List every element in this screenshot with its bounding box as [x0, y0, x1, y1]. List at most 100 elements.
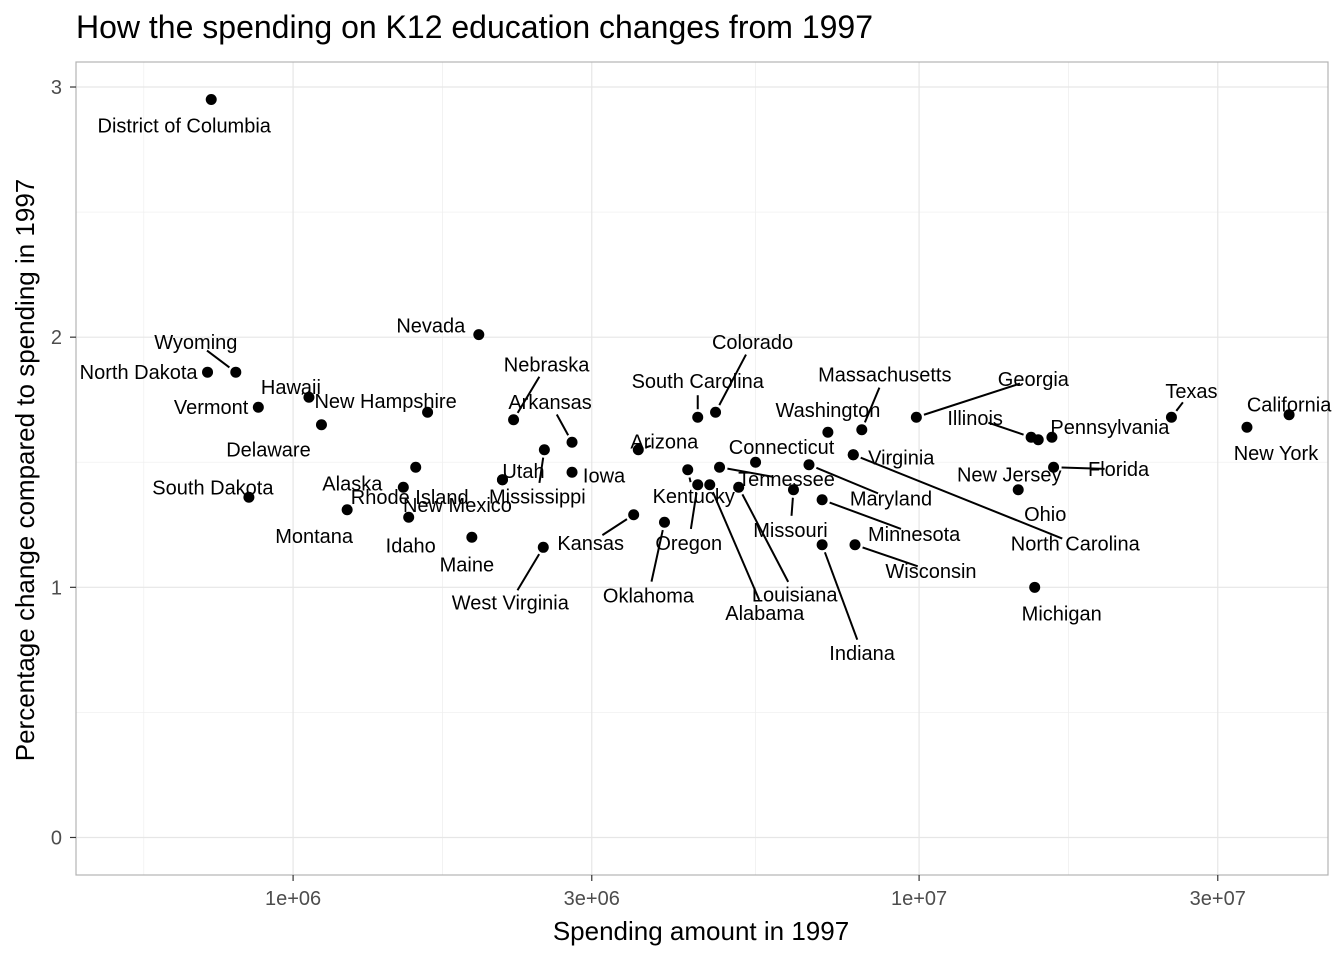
leader-tennessee: [727, 467, 773, 478]
x-tick-label: 1e+06: [265, 888, 321, 910]
point-south-dakota: [243, 491, 255, 503]
label-north-carolina: North Carolina: [1011, 534, 1141, 556]
point-north-carolina: [847, 449, 859, 461]
point-new-hampshire: [422, 406, 434, 418]
point-oregon: [692, 479, 704, 491]
label-montana: Montana: [275, 526, 354, 548]
label-alaska: Alaska: [322, 473, 383, 495]
label-wyoming: Wyoming: [154, 332, 237, 354]
point-labels: District of Columbia Wyoming North Dakota H…: [80, 116, 1333, 665]
point-florida: [1048, 461, 1060, 473]
y-tick-label: 1: [51, 577, 62, 599]
point-maine: [466, 531, 478, 543]
point-pennsylvania: [1046, 431, 1058, 443]
label-louisiana: Louisiana: [752, 584, 839, 606]
leader-nebraska: [516, 376, 541, 414]
point-missouri: [787, 484, 799, 496]
leader-maryland: [815, 466, 879, 495]
leader-arkansas: [555, 414, 570, 436]
leader-georgia: [923, 382, 1021, 416]
leader-texas: [1175, 401, 1184, 412]
label-new-york: New York: [1234, 443, 1319, 465]
point-new-york: [1241, 421, 1253, 433]
leader-indiana: [823, 551, 859, 641]
leader-florida: [1061, 466, 1105, 470]
point-indiana: [816, 539, 828, 551]
label-illinois: Illinois: [947, 408, 1003, 430]
point-south-carolina: [692, 411, 704, 423]
x-tick-label: 3e+07: [1190, 888, 1246, 910]
label-west-virginia: West Virginia: [452, 592, 570, 614]
leader-kansas: [601, 518, 628, 536]
label-rhode-island: Rhode Island: [351, 487, 469, 509]
leader-massachusetts: [863, 387, 881, 423]
label-missouri: Missouri: [753, 520, 827, 542]
point-wisconsin: [849, 539, 861, 551]
label-michigan: Michigan: [1022, 603, 1102, 625]
leader-kentucky: [688, 477, 692, 483]
leader-arizona: [645, 444, 652, 449]
x-tick-label: 1e+07: [891, 888, 947, 910]
point-arkansas: [566, 436, 578, 448]
label-california: California: [1247, 395, 1332, 417]
point-ohio: [1012, 484, 1024, 496]
label-minnesota: Minnesota: [868, 524, 961, 546]
leader-illinois: [988, 421, 1024, 436]
point-nevada: [473, 329, 485, 341]
label-hawaii: Hawaii: [261, 377, 321, 399]
point-montana: [341, 504, 353, 516]
label-ohio: Ohio: [1024, 504, 1066, 526]
label-leader-lines: [206, 349, 1184, 641]
label-south-carolina: South Carolina: [632, 371, 765, 393]
leader-north-carolina: [860, 456, 1063, 540]
point-colorado: [710, 406, 722, 418]
point-alaska: [397, 481, 409, 493]
chart-title: How the spending on K12 education change…: [76, 9, 873, 45]
grid: [76, 62, 1328, 875]
data-points: [202, 94, 1295, 593]
point-idaho: [403, 511, 415, 523]
label-wisconsin: Wisconsin: [885, 561, 976, 583]
label-mississippi: Mississippi: [489, 487, 586, 509]
point-utah: [496, 474, 508, 486]
point-hawaii: [303, 391, 315, 403]
label-maine: Maine: [440, 554, 494, 576]
label-idaho: Idaho: [386, 535, 436, 557]
label-virginia: Virginia: [868, 448, 935, 470]
point-iowa: [566, 466, 578, 478]
leader-oklahoma: [650, 529, 664, 582]
point-rhode-island: [410, 461, 422, 473]
point-california: [1283, 409, 1295, 421]
label-arkansas: Arkansas: [508, 392, 591, 414]
point-delaware: [315, 419, 327, 431]
point-minnesota: [816, 494, 828, 506]
label-utah: Utah: [502, 461, 544, 483]
leader-oregon: [689, 492, 698, 530]
point-massachusetts: [856, 424, 868, 436]
leader-west-virginia: [516, 553, 541, 591]
point-west-virginia: [537, 541, 549, 553]
label-indiana: Indiana: [829, 643, 895, 665]
point-tennessee: [714, 461, 726, 473]
point-connecticut: [750, 456, 762, 468]
leader-colorado: [718, 354, 747, 406]
label-new-hampshire: New Hampshire: [314, 391, 456, 413]
label-delaware: Delaware: [226, 440, 310, 462]
label-kentucky: Kentucky: [653, 486, 735, 508]
label-texas: Texas: [1165, 381, 1217, 403]
plot-panel: [75, 61, 1329, 876]
point-louisiana: [733, 481, 745, 493]
leader-minnesota: [829, 501, 902, 530]
label-florida: Florida: [1088, 459, 1150, 481]
leader-hawaii: [301, 392, 304, 395]
point-new-jersey: [1032, 434, 1044, 446]
label-colorado: Colorado: [712, 332, 793, 354]
label-iowa: Iowa: [583, 465, 626, 487]
leader-missouri: [790, 497, 794, 516]
label-massachusetts: Massachusetts: [818, 365, 951, 387]
label-kansas: Kansas: [557, 533, 624, 555]
y-tick-label: 2: [51, 327, 62, 349]
label-arizona: Arizona: [630, 432, 699, 454]
point-georgia: [910, 411, 922, 423]
point-vermont: [252, 401, 264, 413]
